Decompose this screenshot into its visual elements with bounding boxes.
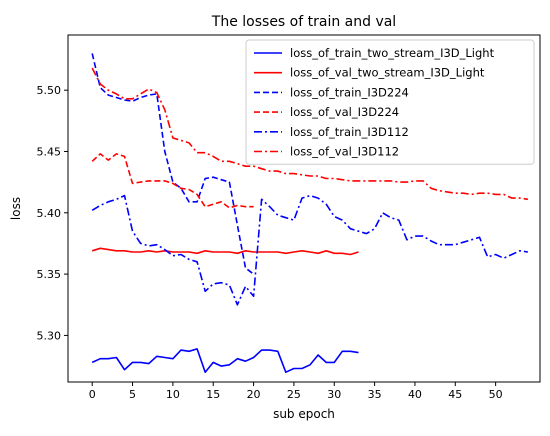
x-tick-label: 40 bbox=[408, 388, 422, 401]
series-line-loss-of-train-i3d224 bbox=[91, 53, 255, 275]
x-axis-label: sub epoch bbox=[273, 407, 335, 421]
x-tick-label: 20 bbox=[247, 388, 261, 401]
x-tick-label: 0 bbox=[89, 388, 96, 401]
x-tick-label: 45 bbox=[448, 388, 462, 401]
x-tick-label: 5 bbox=[129, 388, 136, 401]
legend-entry: loss_of_train_I3D224 bbox=[290, 85, 409, 99]
x-tick-label: 10 bbox=[166, 388, 180, 401]
series-line-loss-of-train-i3d112 bbox=[91, 194, 529, 306]
y-axis-label: loss bbox=[9, 197, 23, 220]
x-tick-label: 35 bbox=[368, 388, 382, 401]
y-tick-label: 5.50 bbox=[37, 84, 62, 97]
legend-entry: loss_of_train_two_stream_I3D_Light bbox=[290, 46, 495, 60]
series-line-loss-of-val-i3d112 bbox=[91, 67, 529, 201]
legend-box bbox=[245, 39, 535, 165]
series-line-loss-of-train-two-stream-i3d-light bbox=[91, 348, 359, 373]
series-line-loss-of-val-i3d224 bbox=[91, 153, 254, 209]
y-tick-label: 5.35 bbox=[37, 268, 62, 281]
y-tick-label: 5.30 bbox=[37, 329, 62, 342]
series-lines bbox=[91, 53, 529, 373]
x-axis: 0 5 10 15 20 25 30 35 40 45 50 bbox=[89, 382, 503, 401]
x-tick-label: 30 bbox=[327, 388, 341, 401]
plot-frame bbox=[67, 34, 541, 383]
legend-entry: loss_of_val_I3D224 bbox=[290, 105, 399, 119]
legend-entry: loss_of_val_I3D112 bbox=[290, 145, 399, 159]
chart-title: The losses of train and val bbox=[211, 14, 396, 30]
x-tick-label: 15 bbox=[206, 388, 220, 401]
y-tick-label: 5.45 bbox=[37, 145, 62, 158]
x-tick-label: 50 bbox=[489, 388, 503, 401]
series-line-loss-of-val-two-stream-i3d-light bbox=[91, 247, 359, 256]
y-tick-label: 5.40 bbox=[37, 207, 62, 220]
legend: loss_of_train_two_stream_I3D_Light loss_o… bbox=[245, 39, 535, 165]
legend-entry: loss_of_train_I3D112 bbox=[290, 125, 409, 139]
x-tick-label: 25 bbox=[287, 388, 301, 401]
legend-entry: loss_of_val_two_stream_I3D_Light bbox=[290, 66, 485, 80]
y-axis: 5.30 5.35 5.40 5.45 5.50 bbox=[37, 84, 68, 342]
